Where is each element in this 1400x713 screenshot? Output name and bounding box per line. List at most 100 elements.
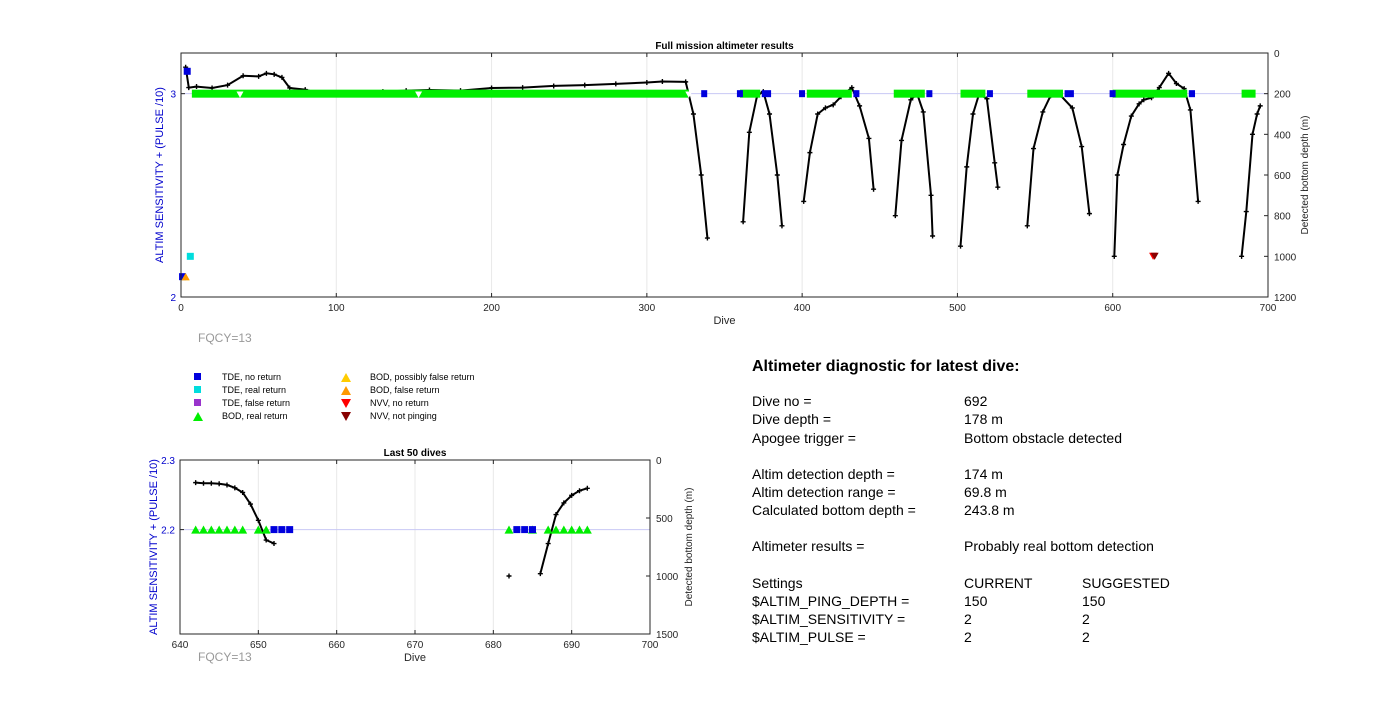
bod-real-return-run	[893, 89, 925, 98]
depth-point	[569, 492, 575, 498]
depth-point	[1141, 97, 1147, 103]
depth-point	[561, 500, 567, 506]
x-tick-label: 690	[563, 640, 580, 651]
tde-no-return-run	[1188, 90, 1196, 98]
y-tick-label: 3	[170, 90, 176, 101]
depth-point	[1114, 172, 1120, 178]
depth-point	[545, 541, 551, 547]
y2-axis-label: Detected bottom depth (m)	[1300, 116, 1311, 235]
depth-point	[287, 85, 293, 91]
depth-point	[958, 243, 964, 249]
legend-label: NVV, no return	[370, 398, 429, 408]
legend-item: BOD, real return	[192, 411, 288, 421]
x-tick-label: 0	[178, 303, 184, 314]
y2-tick-label: 200	[1274, 90, 1291, 101]
depth-point	[225, 82, 231, 88]
y2-tick-label: 600	[1274, 171, 1291, 182]
depth-point	[584, 485, 590, 491]
tde-no-return-marker	[286, 526, 294, 534]
depth-point	[970, 111, 976, 117]
x-axis-label: Dive	[713, 315, 735, 327]
x-tick-label: 640	[172, 640, 189, 651]
bod-real-return-marker	[559, 525, 569, 534]
setting-current: 2	[964, 629, 972, 646]
apogee-value: Bottom obstacle detected	[964, 429, 1122, 446]
depth-point	[857, 103, 863, 109]
depth-point	[899, 137, 905, 143]
depth-point	[849, 85, 855, 91]
x-axis-label: Dive	[404, 652, 426, 664]
tde_no_return-marker	[183, 67, 191, 75]
depth-point	[740, 219, 746, 225]
depth-point	[992, 160, 998, 166]
x-tick-label: 100	[328, 303, 345, 314]
diagnostic-title: Altimeter diagnostic for latest dive:	[752, 358, 1020, 375]
altim-range-value: 69.8 m	[964, 484, 1007, 501]
tde-no-return-run	[926, 90, 933, 98]
tde-no-return-run	[853, 90, 860, 98]
bod-real-return-marker	[543, 525, 553, 534]
depth-point	[263, 537, 269, 543]
bod-real-return-run	[191, 89, 689, 98]
depth-point	[506, 573, 512, 579]
depth-point	[255, 517, 261, 523]
depth-point	[194, 84, 200, 90]
setting-suggested: 2	[1082, 611, 1090, 628]
depth-point	[1156, 85, 1162, 91]
bod-real-return-run	[1027, 89, 1064, 98]
legend-item: BOD, possibly false return	[340, 372, 475, 382]
setting-suggested: 2	[1082, 629, 1090, 646]
depth-point	[1257, 103, 1263, 109]
y2-tick-label: 0	[1274, 49, 1280, 60]
depth-point	[1239, 253, 1245, 259]
x-tick-label: 600	[1104, 303, 1121, 314]
depth-point	[815, 111, 821, 117]
bod-gap-notch	[415, 91, 423, 98]
depth-point	[1243, 209, 1249, 215]
dive-depth-value: 178 m	[964, 411, 1003, 428]
depth-point	[767, 111, 773, 117]
depth-point	[659, 78, 665, 84]
depth-point	[866, 135, 872, 141]
tde-no-return-marker	[270, 526, 278, 534]
legend-item: NVV, no return	[340, 398, 429, 408]
tde-no-return-run	[761, 90, 772, 98]
bod-real-return-run	[806, 89, 852, 98]
depth-point	[263, 70, 269, 76]
bod-real-return-marker	[222, 525, 232, 534]
altim-depth-label: Altim detection depth =	[752, 465, 895, 482]
depth-point	[807, 150, 813, 156]
apogee-label: Apogee trigger =	[752, 429, 856, 446]
fqcy-label-bottom: FQCY=13	[198, 650, 252, 664]
bod-real-return-run	[1241, 89, 1256, 98]
triangle-up-icon	[340, 385, 352, 395]
depth-point	[1254, 111, 1260, 117]
depth-point	[224, 482, 230, 488]
setting-suggested: 150	[1082, 592, 1106, 609]
legend-item: TDE, no return	[192, 372, 281, 382]
bod-real-return-marker	[261, 525, 271, 534]
setting-current: 2	[964, 611, 972, 628]
legend-label: NVV, not pinging	[370, 411, 437, 421]
x-tick-label: 700	[642, 640, 659, 651]
tde-no-return-run	[736, 90, 743, 98]
setting-current: 150	[964, 592, 988, 609]
depth-point	[704, 235, 710, 241]
bod-real-return-marker	[230, 525, 240, 534]
depth-point	[801, 198, 807, 204]
depth-point	[871, 186, 877, 192]
legend-label: TDE, false return	[222, 398, 291, 408]
depth-point	[1024, 223, 1030, 229]
y2-tick-label: 1000	[1274, 252, 1297, 263]
y-tick-label: 2	[170, 293, 176, 304]
y-axis-label: ALTIM SENSITIVITY + (PULSE /10)	[154, 87, 166, 263]
tde-no-return-marker	[529, 526, 536, 534]
settings-header: Settings	[752, 574, 803, 591]
depth-point	[582, 82, 588, 88]
tde-no-return-run	[799, 90, 806, 98]
y-axis-label: ALTIM SENSITIVITY + (PULSE /10)	[148, 459, 160, 635]
legend-label: TDE, no return	[222, 372, 282, 382]
square-marker-icon	[192, 398, 204, 408]
x-tick-label: 400	[794, 303, 811, 314]
